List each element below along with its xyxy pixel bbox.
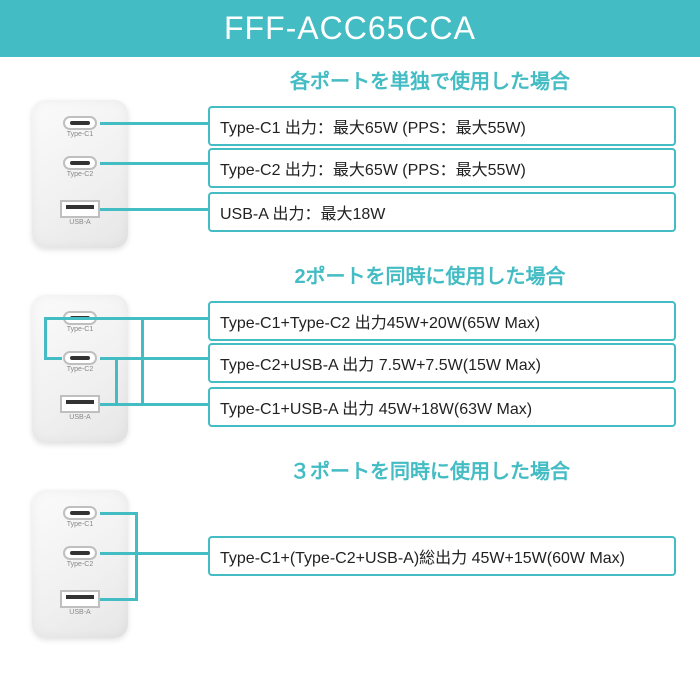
connector-line <box>44 357 62 360</box>
connector-line <box>44 317 47 360</box>
connector-line <box>118 403 210 406</box>
connector-line <box>115 357 118 406</box>
spec-text: USB-A 出力：最大18W <box>220 206 385 223</box>
connector-line <box>141 317 144 406</box>
connector-line <box>100 122 208 125</box>
section-two-ports: 2ポートを同時に使用した場合 Type-C1 Type-C2 USB-A <box>0 260 700 447</box>
connector-line <box>100 512 138 515</box>
section-title: ３ポートを同時に使用した場合 <box>160 455 700 484</box>
connector-line <box>100 598 138 601</box>
spec-box: Type-C1+Type-C2 出力45W+20W(65W Max) <box>208 301 676 341</box>
spec-box: Type-C1+USB-A 出力 45W+18W(63W Max) <box>208 387 676 427</box>
section-title: 2ポートを同時に使用した場合 <box>160 260 700 289</box>
product-title: FFF-ACC65CCA <box>224 10 476 46</box>
spec-text: Type-C2+USB-A 出力 7.5W+7.5W(15W Max) <box>220 357 541 374</box>
usb-a-port-icon <box>60 590 100 608</box>
usb-c-port-icon <box>63 116 97 130</box>
usb-c-port-icon <box>63 156 97 170</box>
spec-box: Type-C2 出力：最大65W (PPS：最大55W) <box>208 148 676 188</box>
usb-c-port-icon <box>63 546 97 560</box>
port-label: Type-C2 <box>67 171 93 178</box>
section-title: 各ポートを単独で使用した場合 <box>160 65 700 94</box>
port-label: Type-C1 <box>67 131 93 138</box>
port-label: USB-A <box>69 414 90 421</box>
port-label: Type-C2 <box>67 561 93 568</box>
spec-text: Type-C1+(Type-C2+USB-A)総出力 45W+15W(60W M… <box>220 550 625 567</box>
section-three-ports: ３ポートを同時に使用した場合 Type-C1 Type-C2 USB-A Typ… <box>0 455 700 642</box>
connector-line <box>135 512 138 601</box>
usb-a-port-icon <box>60 200 100 218</box>
spec-box: USB-A 出力：最大18W <box>208 192 676 232</box>
connector-line <box>115 357 210 360</box>
spec-box: Type-C1+(Type-C2+USB-A)総出力 45W+15W(60W M… <box>208 536 676 576</box>
usb-c-port-icon <box>63 351 97 365</box>
port-label: USB-A <box>69 219 90 226</box>
connector-line <box>100 317 144 320</box>
connector-line <box>100 552 138 555</box>
spec-text: Type-C1+USB-A 出力 45W+18W(63W Max) <box>220 401 532 418</box>
port-label: Type-C1 <box>67 521 93 528</box>
usb-c-port-icon <box>63 506 97 520</box>
spec-box: Type-C1 出力：最大65W (PPS：最大55W) <box>208 106 676 146</box>
spec-box: Type-C2+USB-A 出力 7.5W+7.5W(15W Max) <box>208 343 676 383</box>
connector-line <box>135 552 210 555</box>
port-label: USB-A <box>69 609 90 616</box>
connector-line <box>100 403 118 406</box>
port-label: Type-C2 <box>67 366 93 373</box>
spec-text: Type-C2 出力：最大65W (PPS：最大55W) <box>220 162 526 179</box>
port-label: Type-C1 <box>67 326 93 333</box>
product-header: FFF-ACC65CCA <box>0 0 700 57</box>
usb-a-port-icon <box>60 395 100 413</box>
section-single-port: 各ポートを単独で使用した場合 Type-C1 Type-C2 USB-A Typ… <box>0 65 700 252</box>
connector-line <box>100 162 208 165</box>
spec-text: Type-C1 出力：最大65W (PPS：最大55W) <box>220 120 526 137</box>
connector-line <box>100 208 208 211</box>
spec-text: Type-C1+Type-C2 出力45W+20W(65W Max) <box>220 315 540 332</box>
